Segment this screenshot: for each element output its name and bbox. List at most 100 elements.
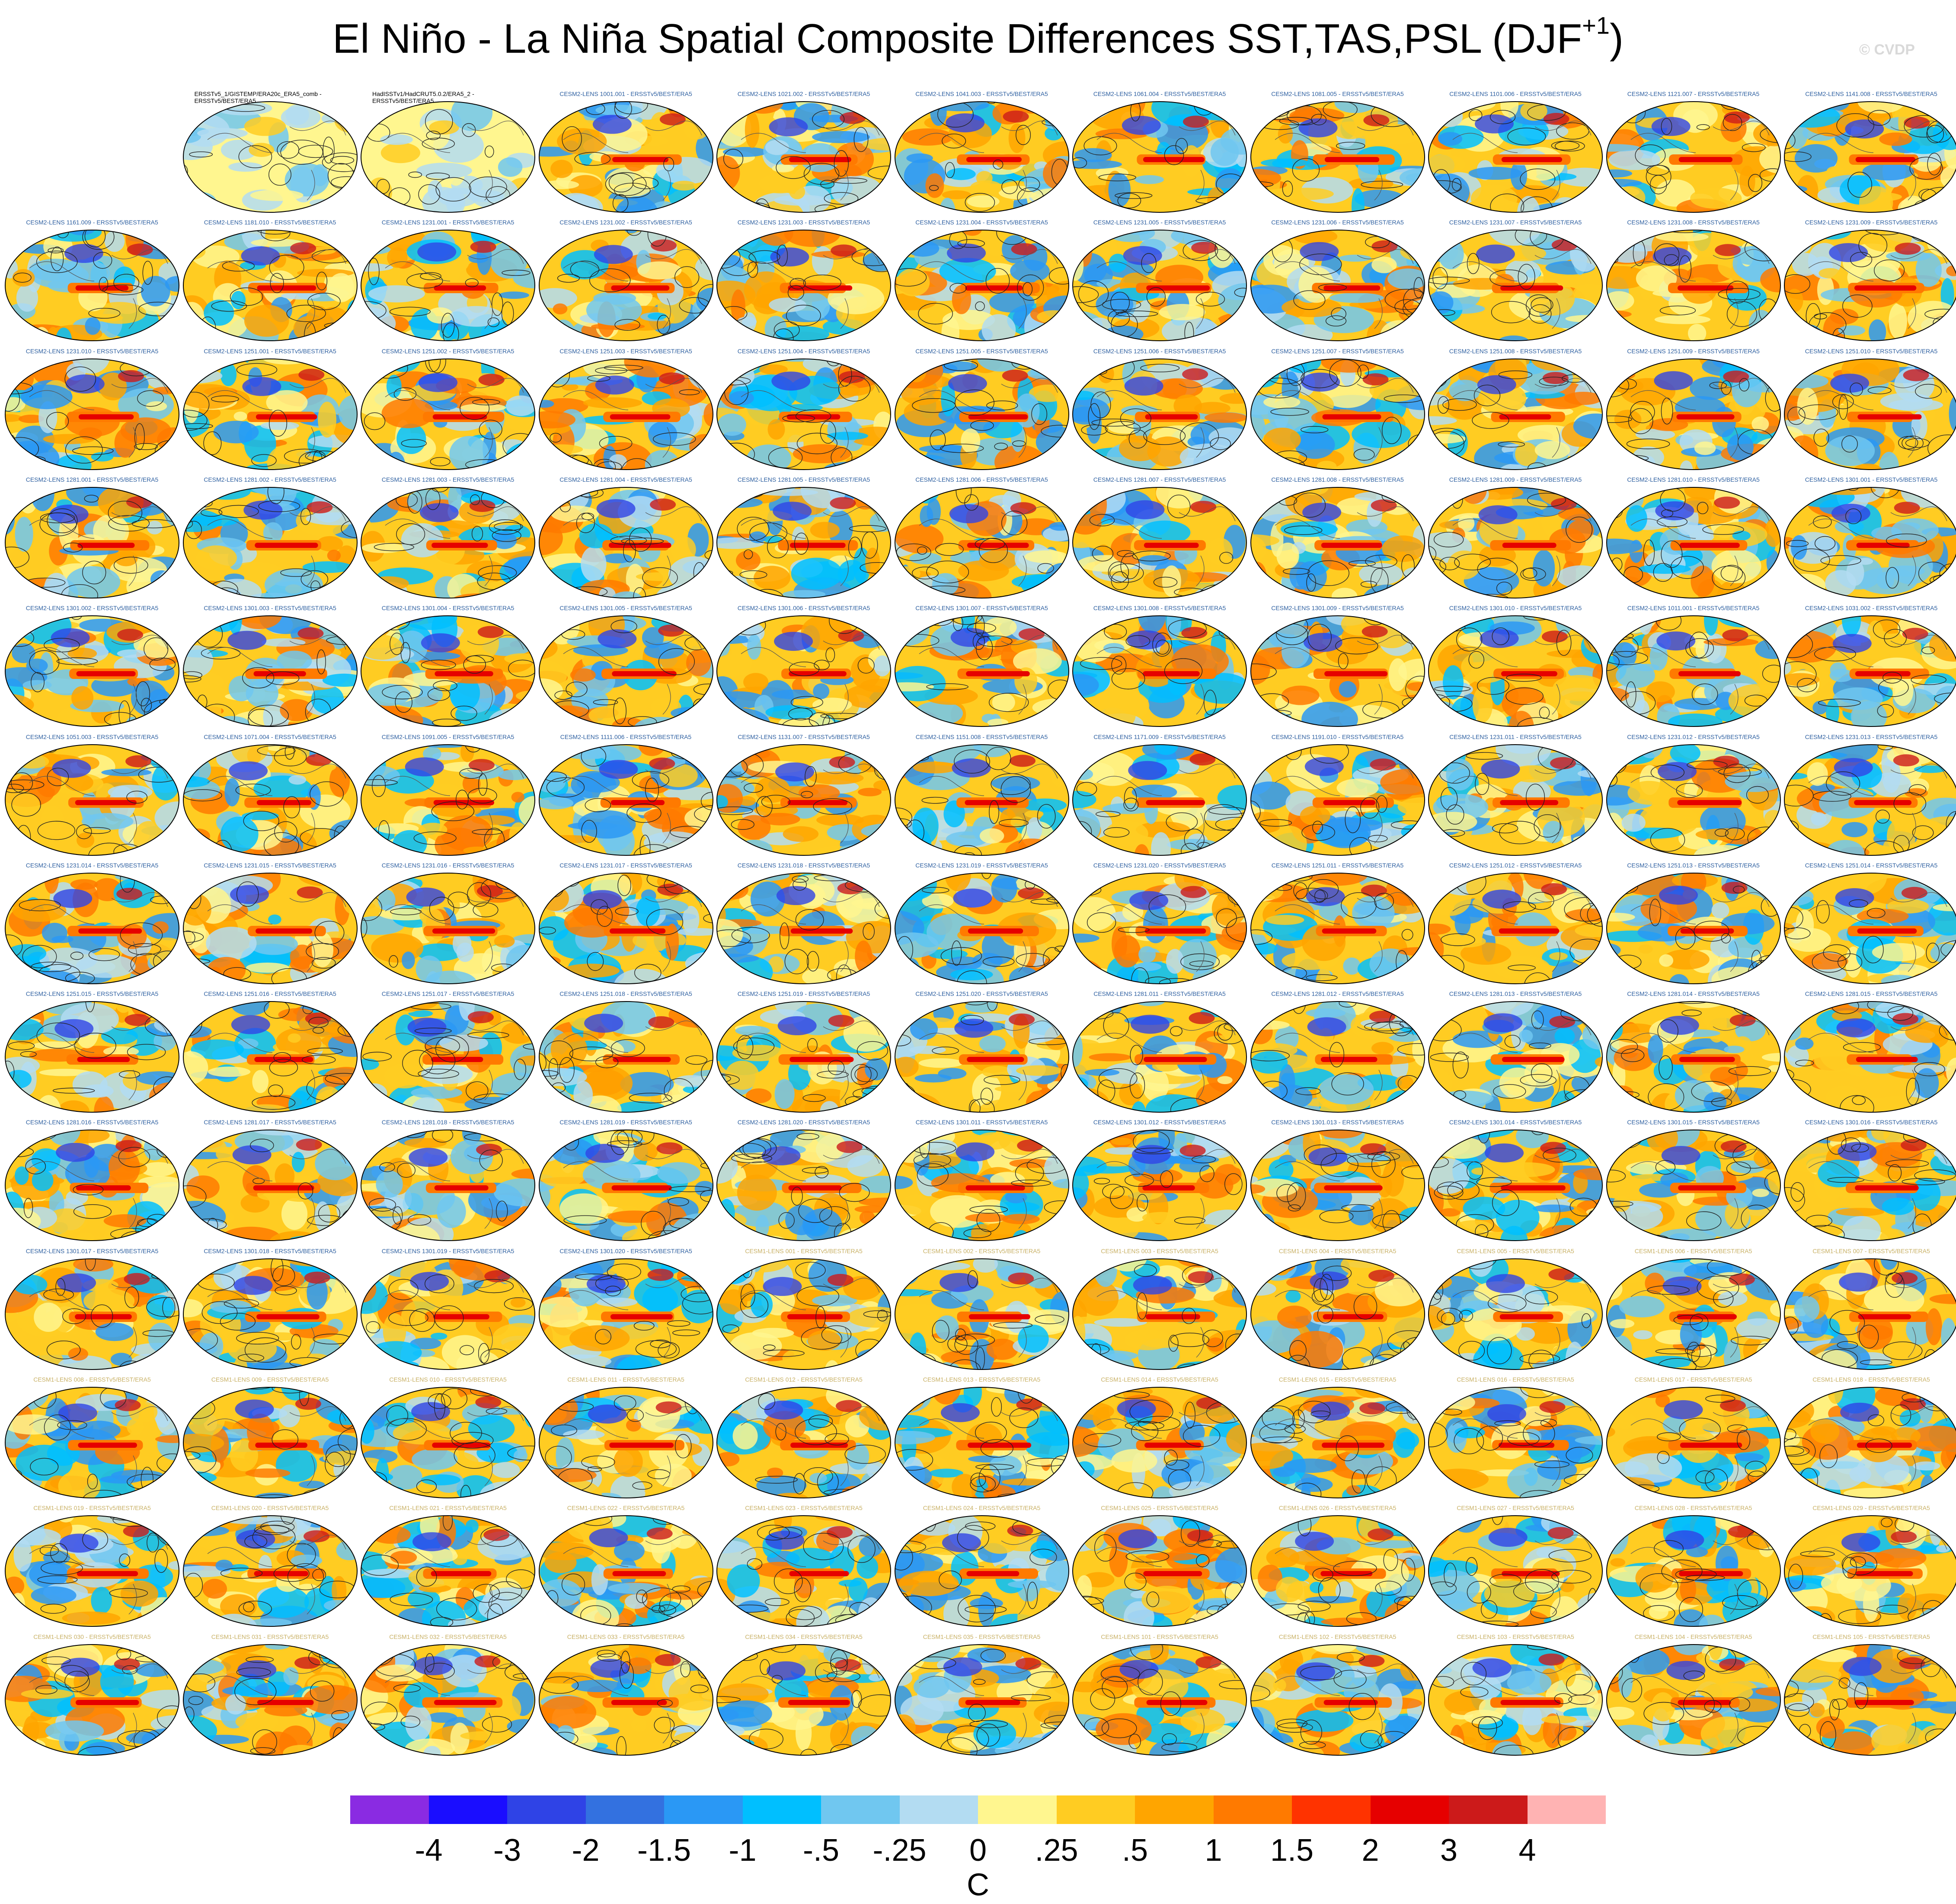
map-panel-graphic [361, 1258, 535, 1370]
map-panel-graphic [538, 1130, 713, 1242]
colorbar-tick-label: -1.5 [637, 1833, 691, 1868]
colorbar-unit: C [967, 1868, 989, 1902]
map-panel-graphic [1250, 615, 1425, 727]
map-panel: CESM2-LENS 1111.006 - ERSSTv5/BEST/ERA5 [537, 732, 715, 861]
map-panel-title: CESM2-LENS 1231.001 - ERSSTv5/BEST/ERA5 [381, 219, 515, 226]
map-panel-graphic [538, 230, 713, 342]
map-panel-title: CESM1-LENS 028 - ERSSTv5/BEST/ERA5 [1634, 1504, 1752, 1512]
map-panel: CESM1-LENS 033 - ERSSTv5/BEST/ERA5 [537, 1632, 715, 1761]
map-panel: CESM2-LENS 1251.014 - ERSSTv5/BEST/ERA5 [1783, 860, 1956, 990]
map-panel-title: CESM2-LENS 1231.011 - ERSSTv5/BEST/ERA5 [1449, 733, 1582, 740]
map-panel-graphic [1072, 1130, 1247, 1242]
map-panel: CESM1-LENS 019 - ERSSTv5/BEST/ERA5 [3, 1503, 181, 1632]
map-panel-graphic [5, 1515, 179, 1627]
map-panel-graphic [1250, 744, 1425, 856]
map-panel-title: CESM1-LENS 034 - ERSSTv5/BEST/ERA5 [745, 1633, 863, 1640]
map-panel-graphic [1250, 1515, 1425, 1627]
map-panel-graphic [182, 872, 358, 984]
map-panel-title: CESM2-LENS 1251.001 - ERSSTv5/BEST/ERA5 [204, 347, 336, 355]
map-panel-graphic [182, 1644, 358, 1756]
map-panel-graphic [1784, 101, 1956, 213]
map-panel-graphic [1250, 1644, 1425, 1756]
map-panel: CESM2-LENS 1051.003 - ERSSTv5/BEST/ERA5 [3, 732, 181, 861]
map-panel: CESM2-LENS 1231.010 - ERSSTv5/BEST/ERA5 [3, 346, 181, 476]
map-panel: CESM2-LENS 1231.012 - ERSSTv5/BEST/ERA5 [1605, 732, 1782, 861]
map-panel-graphic [1428, 101, 1603, 213]
map-panel-title: CESM1-LENS 029 - ERSSTv5/BEST/ERA5 [1812, 1504, 1930, 1512]
map-panel-title: CESM1-LENS 014 - ERSSTv5/BEST/ERA5 [1101, 1376, 1218, 1383]
map-panel-graphic [1606, 872, 1781, 984]
map-panel-title: CESM1-LENS 016 - ERSSTv5/BEST/ERA5 [1457, 1376, 1574, 1383]
map-panel: CESM2-LENS 1231.020 - ERSSTv5/BEST/ERA5 [1071, 860, 1248, 990]
map-panel: CESM2-LENS 1251.016 - ERSSTv5/BEST/ERA5 [182, 989, 359, 1118]
map-panel: CESM1-LENS 017 - ERSSTv5/BEST/ERA5 [1605, 1374, 1782, 1504]
colorbar-tick-label: -3 [493, 1833, 521, 1868]
map-panel: CESM2-LENS 1231.013 - ERSSTv5/BEST/ERA5 [1783, 732, 1956, 861]
map-panel-title: CESM2-LENS 1171.009 - ERSSTv5/BEST/ERA5 [1093, 733, 1226, 740]
map-panel-graphic [1072, 615, 1247, 727]
map-panel-graphic [894, 615, 1069, 727]
map-panel-graphic [538, 1644, 713, 1756]
map-panel-graphic [5, 1258, 179, 1370]
map-panel-title: CESM2-LENS 1191.010 - ERSSTv5/BEST/ERA5 [1271, 733, 1404, 740]
map-panel-title: CESM2-LENS 1121.007 - ERSSTv5/BEST/ERA5 [1627, 90, 1760, 97]
map-panel: CESM2-LENS 1301.019 - ERSSTv5/BEST/ERA5 [359, 1246, 537, 1376]
map-panel: CESM1-LENS 016 - ERSSTv5/BEST/ERA5 [1427, 1374, 1604, 1504]
map-panel: CESM2-LENS 1281.004 - ERSSTv5/BEST/ERA5 [537, 474, 715, 604]
map-panel-title: CESM2-LENS 1301.008 - ERSSTv5/BEST/ERA5 [1093, 605, 1226, 612]
map-panel: CESM2-LENS 1301.020 - ERSSTv5/BEST/ERA5 [537, 1246, 715, 1376]
map-panel-title: CESM2-LENS 1301.002 - ERSSTv5/BEST/ERA5 [26, 605, 159, 612]
map-panel-graphic [182, 101, 358, 213]
map-panel-title: CESM2-LENS 1001.001 - ERSSTv5/BEST/ERA5 [559, 90, 692, 97]
map-panel-graphic [1250, 1387, 1425, 1498]
map-panel-graphic [182, 744, 358, 856]
map-panel-title: CESM2-LENS 1101.006 - ERSSTv5/BEST/ERA5 [1449, 90, 1582, 97]
map-panel: CESM2-LENS 1041.003 - ERSSTv5/BEST/ERA5 [893, 89, 1071, 218]
map-panel: CESM1-LENS 102 - ERSSTv5/BEST/ERA5 [1249, 1632, 1426, 1761]
map-panel: CESM2-LENS 1251.007 - ERSSTv5/BEST/ERA5 [1249, 346, 1426, 476]
map-panel: CESM1-LENS 024 - ERSSTv5/BEST/ERA5 [893, 1503, 1071, 1632]
map-panel-graphic [1606, 615, 1781, 727]
map-panel: CESM1-LENS 007 - ERSSTv5/BEST/ERA5 [1783, 1246, 1956, 1376]
figure-title-close: ) [1609, 16, 1624, 62]
map-panel: CESM2-LENS 1231.004 - ERSSTv5/BEST/ERA5 [893, 217, 1071, 347]
map-panel-graphic [716, 1387, 891, 1498]
map-panel: CESM2-LENS 1301.014 - ERSSTv5/BEST/ERA5 [1427, 1117, 1604, 1247]
map-panel-graphic [538, 1258, 713, 1370]
map-panel-graphic [361, 1387, 535, 1498]
map-panel-title: CESM2-LENS 1251.010 - ERSSTv5/BEST/ERA5 [1805, 347, 1938, 355]
map-panel-title: CESM1-LENS 021 - ERSSTv5/BEST/ERA5 [389, 1504, 507, 1512]
map-panel: CESM2-LENS 1281.013 - ERSSTv5/BEST/ERA5 [1427, 989, 1604, 1118]
map-panel-title: CESM1-LENS 013 - ERSSTv5/BEST/ERA5 [923, 1376, 1041, 1383]
map-panel: CESM2-LENS 1251.012 - ERSSTv5/BEST/ERA5 [1427, 860, 1604, 990]
figure-title-superscript: +1 [1582, 12, 1610, 39]
map-panel-graphic [182, 230, 358, 342]
map-panel-title: CESM2-LENS 1231.010 - ERSSTv5/BEST/ERA5 [26, 347, 159, 355]
map-panel-title: CESM2-LENS 1071.004 - ERSSTv5/BEST/ERA5 [204, 733, 336, 740]
map-panel: CESM1-LENS 028 - ERSSTv5/BEST/ERA5 [1605, 1503, 1782, 1632]
map-panel-title: CESM2-LENS 1281.006 - ERSSTv5/BEST/ERA5 [915, 476, 1048, 483]
map-panel: CESM1-LENS 031 - ERSSTv5/BEST/ERA5 [182, 1632, 359, 1761]
map-panel: CESM2-LENS 1281.009 - ERSSTv5/BEST/ERA5 [1427, 474, 1604, 604]
map-panel: CESM2-LENS 1281.002 - ERSSTv5/BEST/ERA5 [182, 474, 359, 604]
map-panel: CESM2-LENS 1301.008 - ERSSTv5/BEST/ERA5 [1071, 603, 1248, 733]
map-panel-title: CESM2-LENS 1231.012 - ERSSTv5/BEST/ERA5 [1627, 733, 1760, 740]
map-panel: CESM2-LENS 1251.002 - ERSSTv5/BEST/ERA5 [359, 346, 537, 476]
map-panel-graphic [5, 230, 179, 342]
map-panel-graphic [5, 1130, 179, 1242]
map-panel: CESM1-LENS 002 - ERSSTv5/BEST/ERA5 [893, 1246, 1071, 1376]
map-panel-graphic [1428, 872, 1603, 984]
map-panel-title: CESM1-LENS 032 - ERSSTv5/BEST/ERA5 [389, 1633, 507, 1640]
map-panel-graphic [182, 1515, 358, 1627]
map-panel: CESM2-LENS 1231.015 - ERSSTv5/BEST/ERA5 [182, 860, 359, 990]
map-panel-title: CESM2-LENS 1301.018 - ERSSTv5/BEST/ERA5 [204, 1247, 336, 1254]
cvdp-watermark: © CVDP [1859, 42, 1915, 58]
map-panel-title: CESM2-LENS 1231.008 - ERSSTv5/BEST/ERA5 [1627, 219, 1760, 226]
colorbar-swatch [664, 1795, 743, 1824]
map-panel-graphic [5, 358, 179, 470]
map-panel-title: CESM1-LENS 006 - ERSSTv5/BEST/ERA5 [1634, 1247, 1752, 1254]
map-panel: CESM2-LENS 1281.017 - ERSSTv5/BEST/ERA5 [182, 1117, 359, 1247]
map-panel-title: CESM1-LENS 103 - ERSSTv5/BEST/ERA5 [1457, 1633, 1574, 1640]
map-panel-graphic [5, 1387, 179, 1498]
map-panel-graphic [716, 1001, 891, 1113]
